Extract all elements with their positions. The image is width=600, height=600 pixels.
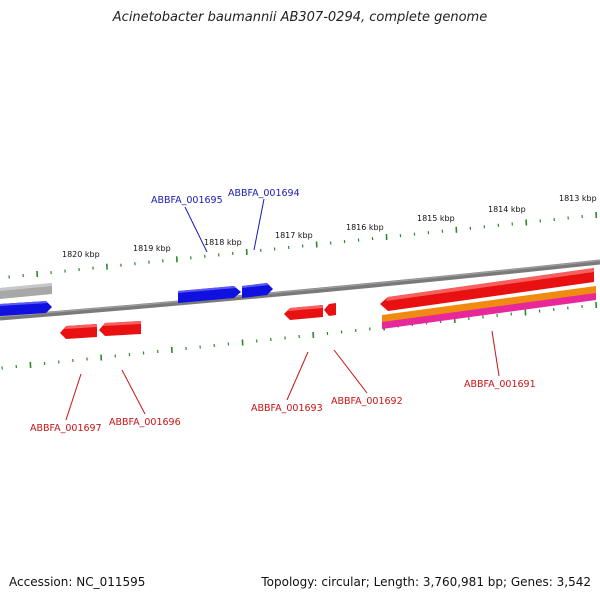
gene-feature-abbfa-001692[interactable] [324, 303, 336, 316]
callout-line-abbfa-001697 [65, 373, 82, 421]
gene-label-abbfa-001692[interactable]: ABBFA_001692 [331, 396, 403, 407]
orange-feature[interactable] [382, 286, 596, 323]
callout-line-abbfa-001692 [333, 349, 368, 394]
gene-label-abbfa-001691[interactable]: ABBFA_001691 [464, 379, 536, 390]
scale-label-1815: 1815 kbp [417, 214, 455, 223]
scale-label-1818: 1818 kbp [204, 238, 242, 247]
scale-label-1813: 1813 kbp [559, 194, 597, 203]
gene-label-abbfa-001697[interactable]: ABBFA_001697 [30, 423, 102, 434]
map-title: Acinetobacter baumannii AB307-0294, comp… [112, 10, 488, 25]
callout-line-abbfa-001693 [286, 351, 309, 401]
callout-line-abbfa-001694 [253, 198, 265, 251]
scale-label-1817: 1817 kbp [275, 231, 313, 240]
scale-label-1816: 1816 kbp [346, 223, 384, 232]
lower-tick-row [1, 301, 598, 370]
gene-feature-abbfa-001697[interactable] [60, 324, 97, 339]
accession-text: Accession: NC_011595 [9, 575, 146, 589]
upper-tick-row [8, 211, 598, 279]
genome-stats-text: Topology: circular; Length: 3,760,981 bp… [261, 575, 591, 589]
gene-label-abbfa-001696[interactable]: ABBFA_001696 [109, 417, 181, 428]
gene-feature-abbfa-001696[interactable] [99, 321, 141, 336]
genome-backbone [0, 259, 600, 321]
gene-feature-forward-left[interactable] [0, 301, 52, 316]
gene-label-abbfa-001693[interactable]: ABBFA_001693 [251, 403, 323, 414]
gene-feature-abbfa-001695[interactable] [178, 286, 241, 303]
gene-feature-abbfa-001694[interactable] [242, 283, 273, 298]
pink-feature[interactable] [382, 293, 596, 329]
scale-label-1814: 1814 kbp [488, 205, 526, 214]
scale-label-1820: 1820 kbp [62, 250, 100, 259]
scale-label-1819: 1819 kbp [133, 244, 171, 253]
gene-label-abbfa-001695[interactable]: ABBFA_001695 [151, 195, 223, 206]
callout-line-abbfa-001696 [121, 369, 146, 415]
gene-feature-abbfa-001693[interactable] [284, 305, 323, 320]
gene-label-abbfa-001694[interactable]: ABBFA_001694 [228, 188, 300, 199]
gene-feature-abbfa-001691[interactable] [380, 268, 594, 311]
callout-line-abbfa-001695 [184, 206, 208, 253]
callout-line-abbfa-001691 [491, 330, 500, 377]
